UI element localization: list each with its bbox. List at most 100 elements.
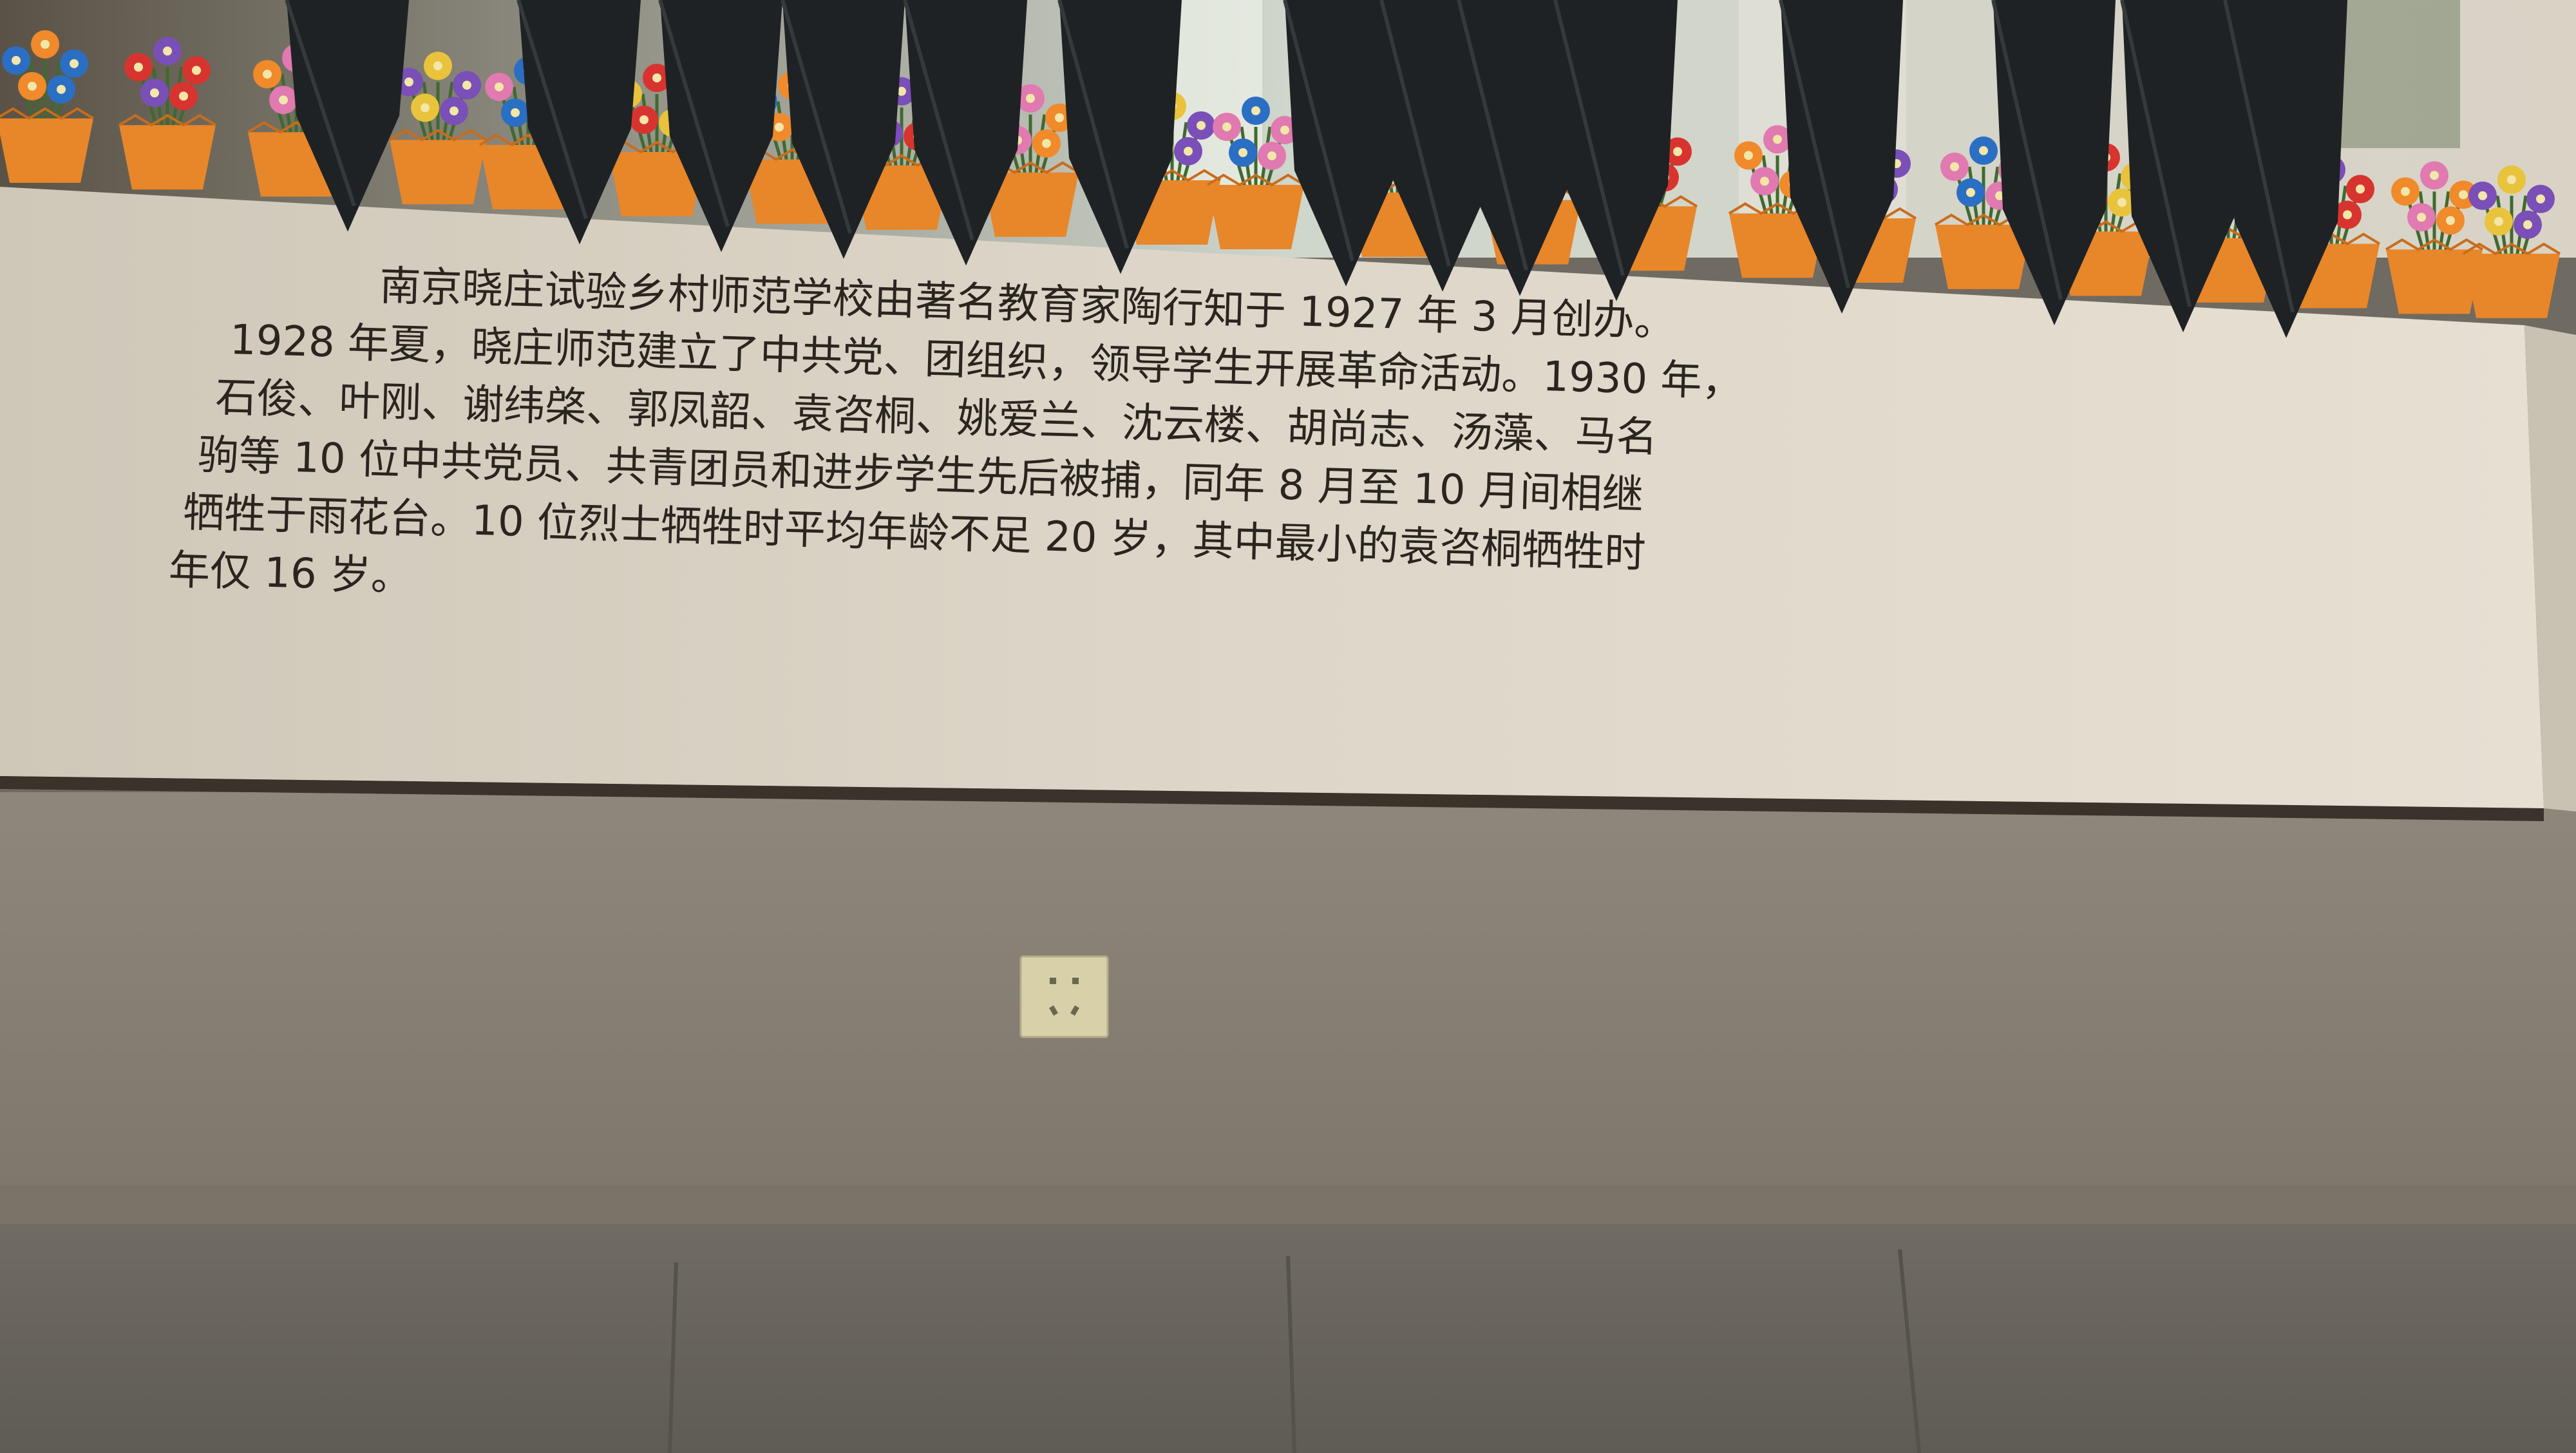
flower-center <box>1267 151 1276 160</box>
floor-tile-seam <box>1286 1255 1296 1453</box>
flower-pot-rim <box>388 128 488 142</box>
flower-pot <box>1729 213 1826 278</box>
flower-center <box>2430 171 2439 180</box>
flower-center <box>1026 93 1035 103</box>
baseboard <box>0 1185 2576 1230</box>
flower-pot <box>119 125 216 190</box>
flower-pot-rim <box>0 107 95 120</box>
flower-pot-rim <box>118 113 217 127</box>
wrapped-bouquet <box>1059 0 1182 274</box>
flower-pot <box>609 151 705 216</box>
wrapped-bouquet <box>2122 0 2244 332</box>
flower-center <box>179 91 188 101</box>
plaque-bottom-edge <box>0 776 2544 821</box>
flower-center <box>1773 135 1782 144</box>
flower-center <box>263 70 272 79</box>
wrapped-bouquet <box>1781 0 1903 314</box>
bouquet-fold <box>1057 0 1129 249</box>
flower-center <box>2478 191 2487 200</box>
bouquet-fold <box>1553 0 1625 276</box>
plaque-line-6: 年仅 16 岁。 <box>168 547 413 602</box>
flower-center <box>1238 147 1247 157</box>
bouquet-fold <box>903 0 974 241</box>
flower-center <box>134 62 143 72</box>
flower-center <box>192 66 201 75</box>
flower-center <box>1042 138 1051 148</box>
flower-center <box>2446 216 2455 225</box>
bouquet-fold <box>516 0 588 220</box>
flower-center <box>1950 162 1959 171</box>
flower-center <box>2523 220 2532 229</box>
flower-center <box>462 81 471 90</box>
flower-center <box>639 115 649 124</box>
flower-pot <box>0 118 93 183</box>
bouquet-fold <box>2120 0 2192 307</box>
flower-center <box>652 73 661 82</box>
flower-pot <box>2386 249 2483 314</box>
flower-center <box>2507 175 2516 184</box>
flower-center <box>2459 190 2468 200</box>
bouquet-fold <box>781 0 852 234</box>
floor-tile-seam <box>1898 1249 1921 1453</box>
wrapped-bouquet <box>1285 0 1407 287</box>
bouquet-fold <box>1379 0 1451 267</box>
flower-center <box>511 108 520 117</box>
flower-center <box>450 106 459 116</box>
flower-center <box>1055 113 1064 122</box>
wall <box>0 792 2576 1217</box>
flower-center <box>28 81 37 91</box>
flower-center <box>775 122 784 132</box>
flower-pot <box>1935 224 2032 289</box>
wrapped-bouquet <box>782 0 905 259</box>
wrapped-bouquet <box>905 0 1027 266</box>
flower-pot <box>1208 184 1304 249</box>
flower-center <box>163 46 172 56</box>
flower-center <box>12 55 21 65</box>
flower-pot <box>2463 253 2560 318</box>
flower-center <box>1197 120 1206 130</box>
flower-center <box>404 77 413 87</box>
wrapped-bouquet <box>287 0 409 232</box>
wrapped-bouquet <box>1555 0 1678 301</box>
bouquet-fold <box>1991 0 2063 300</box>
flower-center <box>41 39 50 49</box>
flower-pot-rim <box>2385 238 2484 251</box>
wrapped-bouquet <box>1993 0 2116 325</box>
flower-center <box>1222 122 1231 131</box>
flower-center <box>1184 146 1193 156</box>
flower-center <box>57 84 66 94</box>
flower-center <box>2494 216 2503 226</box>
flower-center <box>70 59 79 68</box>
flower-center <box>2536 194 2545 204</box>
flower-pot-rim <box>2462 242 2561 256</box>
flower-center <box>1280 125 1289 135</box>
bouquet-fold <box>1283 0 1354 261</box>
flower-center <box>1995 191 2004 200</box>
wrapped-bouquet <box>518 0 641 245</box>
flower-pot-rim <box>1206 173 1305 187</box>
flower-center <box>2401 187 2410 196</box>
flower-center <box>1251 106 1260 115</box>
flower-center <box>433 61 442 71</box>
flower-center <box>2417 213 2426 222</box>
flower-center <box>421 103 430 113</box>
flower-center <box>2356 184 2365 194</box>
flower-center <box>2117 198 2126 207</box>
floor-tile-seam <box>668 1262 678 1453</box>
flower-center <box>2343 210 2352 220</box>
flower-center <box>1760 176 1769 186</box>
flower-center <box>150 88 159 98</box>
power-outlet <box>1019 955 1109 1038</box>
flower-center <box>1966 187 1975 197</box>
flower-center <box>1744 151 1753 160</box>
wrapped-bouquet <box>660 0 782 252</box>
bouquet-fold <box>285 0 356 207</box>
bouquet-fold <box>1457 0 1528 271</box>
bouquet-fold <box>658 0 730 227</box>
flower-pot <box>390 140 486 205</box>
flower-center <box>1979 146 1988 155</box>
flower-center <box>897 86 906 96</box>
wrapped-bouquet <box>1459 0 1581 296</box>
